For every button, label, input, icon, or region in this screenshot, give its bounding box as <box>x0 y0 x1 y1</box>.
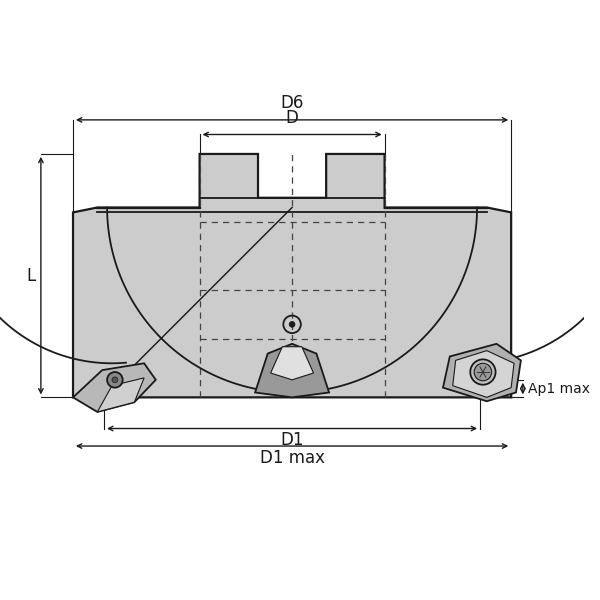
Polygon shape <box>73 363 156 412</box>
Text: D: D <box>286 109 299 127</box>
Circle shape <box>474 363 491 381</box>
Circle shape <box>112 377 118 383</box>
Circle shape <box>470 359 496 385</box>
Polygon shape <box>271 347 313 380</box>
Polygon shape <box>97 378 144 412</box>
Text: Ap1 max: Ap1 max <box>527 382 590 395</box>
Circle shape <box>289 322 295 327</box>
Polygon shape <box>73 154 511 397</box>
Polygon shape <box>453 350 514 397</box>
Text: D1 max: D1 max <box>260 449 325 467</box>
Text: D6: D6 <box>280 94 304 112</box>
Text: D1: D1 <box>280 431 304 449</box>
Text: L: L <box>26 266 36 284</box>
Polygon shape <box>255 344 329 397</box>
Circle shape <box>107 372 122 388</box>
Polygon shape <box>443 344 521 401</box>
